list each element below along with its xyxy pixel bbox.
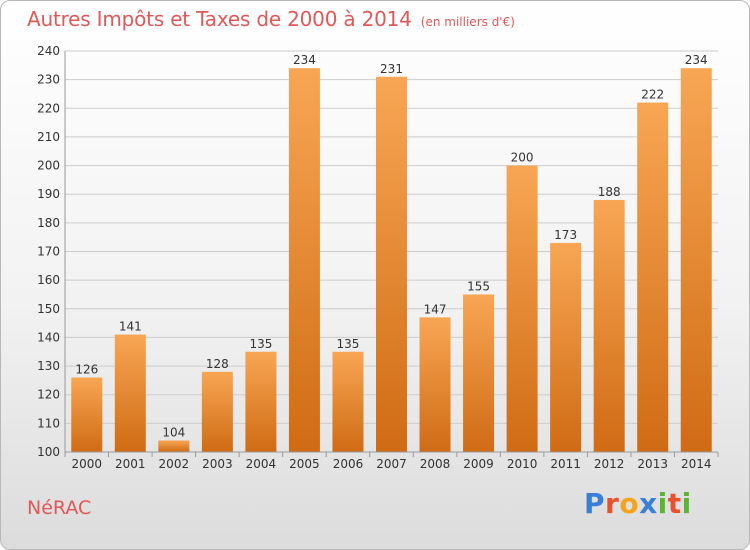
- commune-name: NéRAC: [27, 497, 92, 519]
- x-tick-label: 2008: [420, 457, 451, 471]
- y-tick-label: 120: [37, 388, 60, 402]
- bar: [593, 199, 625, 452]
- bar: [550, 242, 582, 452]
- y-tick-label: 200: [37, 159, 60, 173]
- bar: [376, 76, 407, 453]
- x-tick-label: 2010: [507, 457, 538, 471]
- x-tick-label: 2011: [550, 457, 581, 471]
- logo-letter: o: [619, 487, 640, 520]
- y-tick-label: 110: [37, 416, 60, 430]
- y-tick-label: 230: [37, 73, 60, 87]
- x-tick-label: 2004: [246, 457, 277, 471]
- bar: [245, 351, 277, 452]
- x-tick-label: 2001: [115, 457, 146, 471]
- x-axis: 2000 2001 2002 2003 2004 2005 2006 2007 2008 2009…: [64, 451, 719, 471]
- bar-value-label: 173: [554, 228, 577, 242]
- bar: [158, 440, 190, 452]
- bar: [419, 317, 451, 452]
- x-tick-label: 2005: [289, 457, 320, 471]
- bar-value-label: 141: [119, 320, 142, 334]
- y-tick-label: 130: [37, 359, 60, 373]
- bar: [332, 351, 364, 452]
- bar: [201, 371, 233, 452]
- bar-value-label: 234: [685, 53, 708, 67]
- bar-value-label: 234: [293, 53, 316, 67]
- logo-letter: i: [681, 487, 692, 520]
- bar-value-label: 128: [206, 357, 229, 371]
- x-tick-label: 2006: [333, 457, 364, 471]
- y-tick-label: 190: [37, 187, 60, 201]
- y-tick-label: 240: [37, 44, 60, 58]
- x-tick-label: 2012: [594, 457, 625, 471]
- bar: [288, 68, 320, 452]
- bar-value-label: 104: [162, 426, 185, 440]
- x-tick-label: 2003: [202, 457, 233, 471]
- bars: [71, 68, 712, 453]
- bar: [680, 68, 712, 452]
- y-tick-label: 220: [37, 101, 60, 115]
- bar: [114, 334, 146, 452]
- title-row: Autres Impôts et Taxes de 2000 à 2014 (e…: [27, 7, 515, 31]
- logo-letter: r: [605, 487, 620, 520]
- logo-letter: P: [584, 487, 606, 520]
- bar: [463, 294, 495, 452]
- bar-value-label: 188: [598, 185, 621, 199]
- logo-letter: t: [667, 487, 682, 520]
- logo-letter: i: [657, 487, 668, 520]
- y-tick-label: 140: [37, 330, 60, 344]
- y-tick-label: 100: [37, 445, 60, 459]
- x-tick-label: 2013: [637, 457, 668, 471]
- y-tick-label: 210: [37, 130, 60, 144]
- bar-value-label: 231: [380, 62, 403, 76]
- logo-letter: x: [639, 487, 658, 520]
- x-tick-label: 2000: [71, 457, 102, 471]
- y-tick-label: 180: [37, 216, 60, 230]
- y-tick-label: 170: [37, 245, 60, 259]
- bar-value-label: 222: [641, 88, 664, 102]
- bar-value-label: 135: [337, 337, 360, 351]
- x-tick-label: 2014: [681, 457, 712, 471]
- x-tick-label: 2002: [159, 457, 190, 471]
- bar-value-label: 200: [511, 151, 534, 165]
- y-axis: 100 110 120 130 140 150 160 170 180 190 200 210 220 2…: [37, 44, 66, 459]
- proxiti-logo: Proxiti: [584, 487, 692, 520]
- bar-value-label: 147: [424, 302, 447, 316]
- bar: [637, 102, 669, 453]
- x-tick-label: 2007: [376, 457, 407, 471]
- y-tick-label: 160: [37, 273, 60, 287]
- chart-subtitle: (en milliers d'€): [420, 15, 515, 29]
- bar-value-label: 155: [467, 279, 490, 293]
- x-tick-label: 2009: [463, 457, 494, 471]
- bar: [506, 165, 538, 453]
- bar: [71, 377, 103, 452]
- bar-value-label: 135: [249, 337, 272, 351]
- value-labels: 126 141 104 128 135 234 135 231 147 155 200 173 188 2…: [75, 53, 707, 439]
- y-tick-label: 150: [37, 302, 60, 316]
- bar-value-label: 126: [75, 363, 98, 377]
- chart-title: Autres Impôts et Taxes de 2000 à 2014: [27, 7, 412, 31]
